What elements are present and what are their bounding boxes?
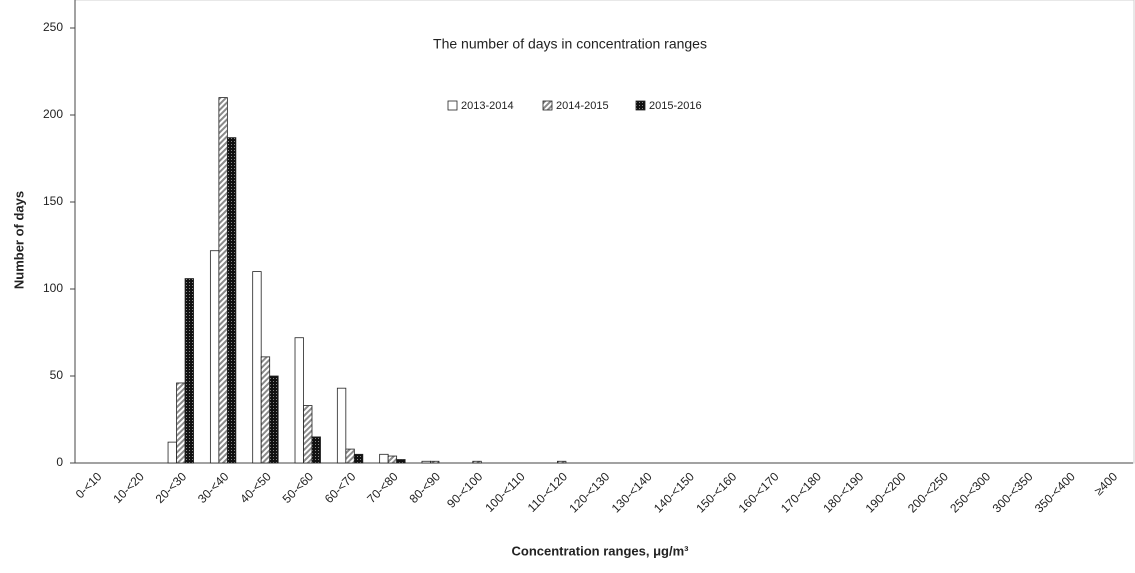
x-tick-label: 130-<140: [609, 469, 655, 515]
x-tick-label: 30-<40: [195, 469, 232, 506]
y-tick-label: 250: [43, 20, 63, 34]
legend-label: 2015-2016: [649, 100, 702, 112]
bar: [176, 382, 186, 464]
bar: [387, 455, 398, 464]
bar: [311, 436, 321, 464]
y-tick-label: 100: [43, 281, 63, 295]
bar: [218, 97, 228, 464]
bar: [269, 375, 279, 464]
y-tick-label: 50: [50, 368, 64, 382]
chart-title: The number of days in concentration rang…: [433, 36, 707, 52]
legend-label: 2013-2014: [461, 100, 514, 112]
bar: [353, 453, 364, 464]
x-tick-label: 90-<100: [444, 469, 486, 511]
x-tick-label: 70-<80: [364, 469, 401, 506]
x-tick-label: 150-<160: [693, 469, 739, 515]
x-tick-label: 40-<50: [237, 469, 274, 506]
x-tick-label: 10-<20: [110, 469, 147, 506]
bar: [421, 460, 431, 464]
bar: [345, 448, 355, 464]
bar: [294, 337, 304, 464]
legend-swatch: [542, 100, 553, 111]
x-tick-label: 180-<190: [820, 469, 866, 515]
x-tick-label: 140-<150: [651, 469, 697, 515]
x-tick-label: 120-<130: [566, 469, 612, 515]
x-tick-label: 170-<180: [778, 469, 824, 515]
y-tick-label: 150: [43, 194, 63, 208]
y-tick-label: 0: [56, 455, 63, 469]
bar: [472, 460, 482, 464]
x-tick-label: ≥400: [1091, 469, 1120, 498]
x-tick-label: 300-<350: [990, 469, 1036, 515]
x-tick-label: 250-<300: [947, 469, 993, 515]
x-tick-label: 50-<60: [280, 469, 317, 506]
bar: [430, 460, 440, 464]
x-tick-label: 60-<70: [322, 469, 359, 506]
x-tick-label: 190-<200: [863, 469, 909, 515]
bar: [252, 271, 262, 464]
x-tick-label: 160-<170: [736, 469, 782, 515]
legend-label: 2014-2015: [556, 100, 609, 112]
y-tick-label: 200: [43, 107, 63, 121]
bar: [379, 453, 389, 464]
legend-swatch: [635, 100, 646, 111]
bar: [336, 387, 347, 464]
x-tick-label: 80-<90: [407, 469, 444, 506]
x-axis-title: Concentration ranges, μg/m³: [512, 543, 690, 558]
bar: [396, 459, 406, 464]
x-tick-label: 200-<250: [905, 469, 951, 515]
x-tick-label: 110-<120: [525, 469, 571, 515]
x-tick-label: 0-<10: [73, 469, 105, 501]
bar: [226, 137, 237, 464]
x-tick-label: 350-<400: [1032, 469, 1078, 515]
bar: [303, 405, 313, 464]
bar: [184, 278, 194, 464]
x-tick-label: 20-<30: [153, 469, 190, 506]
bar: [260, 356, 271, 464]
x-tick-label: 100-<110: [482, 469, 528, 515]
y-axis-title: Number of days: [11, 191, 26, 289]
bar: [557, 460, 567, 464]
bar: [209, 250, 220, 464]
bar: [167, 441, 177, 464]
legend-swatch: [447, 100, 458, 111]
